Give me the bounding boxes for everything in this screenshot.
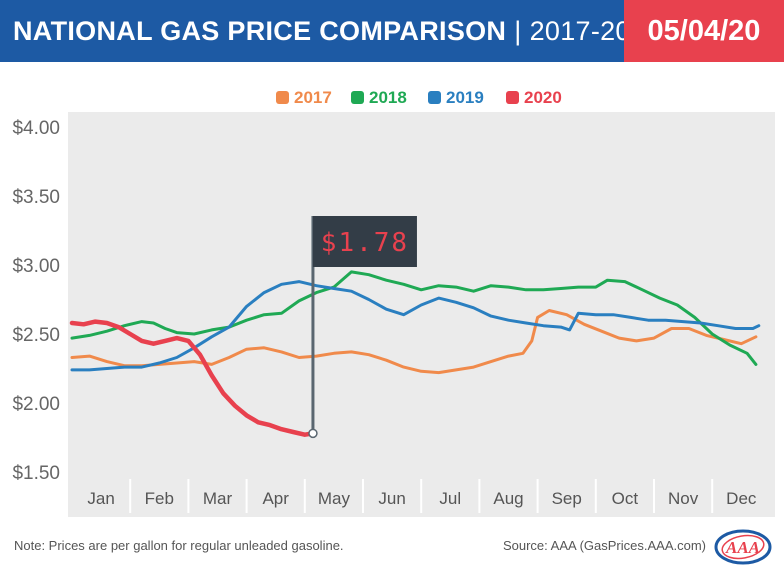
legend-label: 2018	[369, 88, 407, 107]
x-tick-label: Dec	[726, 489, 757, 508]
y-tick-label: $1.50	[12, 463, 60, 484]
series-line-2020	[69, 319, 316, 437]
callout-label: $1.78	[321, 228, 409, 258]
footer-source: Source: AAA (GasPrices.AAA.com)	[502, 538, 706, 553]
footer-note: Note: Prices are per gallon for regular …	[14, 538, 344, 553]
legend-swatch	[351, 91, 364, 104]
x-tick-label: Jun	[378, 489, 405, 508]
aaa-logo-icon: AAA	[714, 529, 772, 565]
header-bar: NATIONAL GAS PRICE COMPARISON | 2017-2020 …	[0, 0, 784, 62]
legend-label: 2019	[446, 88, 484, 107]
y-tick-label: $3.00	[12, 256, 60, 277]
x-tick-label: Nov	[668, 489, 699, 508]
series-lines	[69, 270, 761, 437]
x-axis: Jan Feb Mar Apr May Jun Jul Aug Sep Oct Nov Dec	[87, 479, 757, 513]
legend-swatch	[276, 91, 289, 104]
chart-legend: 2017 2018 2019 2020	[276, 88, 562, 107]
x-tick-label: Aug	[493, 489, 523, 508]
x-tick-label: Mar	[203, 489, 233, 508]
legend-swatch	[506, 91, 519, 104]
plot-area	[68, 112, 775, 517]
date-badge: 05/04/20	[624, 0, 784, 62]
x-tick-label: Oct	[612, 489, 639, 508]
series-line-2019	[70, 280, 761, 372]
y-tick-label: $4.00	[12, 118, 60, 139]
title-main: NATIONAL GAS PRICE COMPARISON	[13, 16, 507, 46]
x-tick-label: Jul	[439, 489, 461, 508]
title-separator: |	[514, 16, 522, 46]
series-line-2017	[70, 309, 758, 375]
y-tick-label: $2.00	[12, 394, 60, 415]
svg-text:AAA: AAA	[725, 538, 760, 557]
legend-label: 2017	[294, 88, 332, 107]
x-tick-label: Sep	[552, 489, 582, 508]
y-axis: $1.50 $2.00 $2.50 $3.00 $3.50 $4.00	[12, 118, 60, 484]
callout-box	[312, 216, 417, 267]
x-tick-label: May	[318, 489, 351, 508]
series-line-2018	[70, 270, 758, 366]
y-tick-label: $3.50	[12, 187, 60, 208]
x-tick-label: Feb	[145, 489, 174, 508]
legend-label: 2020	[524, 88, 562, 107]
legend-swatch	[428, 91, 441, 104]
y-tick-label: $2.50	[12, 325, 60, 346]
x-tick-label: Apr	[262, 489, 289, 508]
x-tick-label: Jan	[87, 489, 114, 508]
callout-marker	[308, 428, 318, 439]
price-callout: $1.78	[308, 216, 417, 439]
